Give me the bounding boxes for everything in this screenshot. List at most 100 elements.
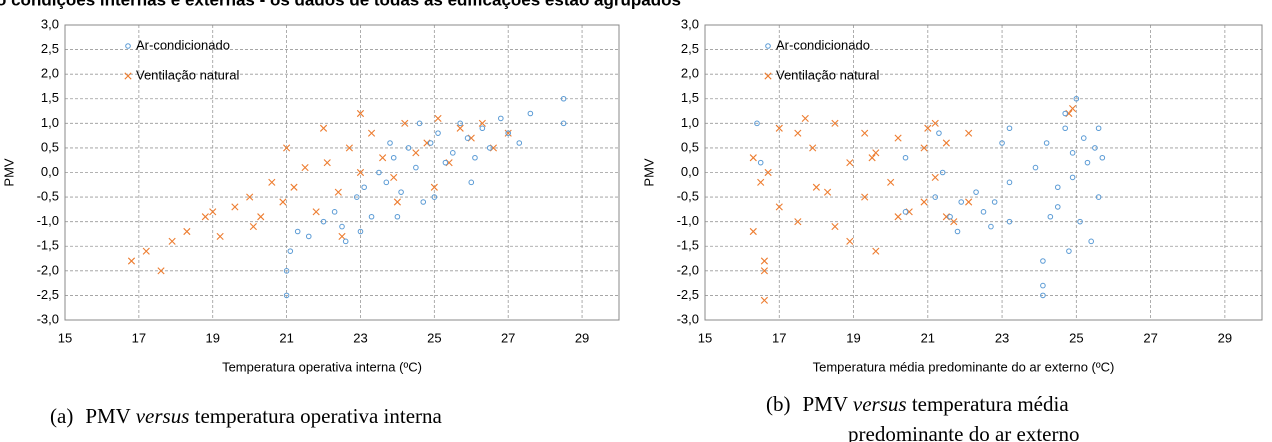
point <box>775 124 783 132</box>
point <box>1088 238 1094 245</box>
point <box>367 129 376 137</box>
point <box>999 140 1005 146</box>
point <box>353 194 360 200</box>
point <box>472 154 478 161</box>
point <box>812 183 820 191</box>
point <box>356 168 365 177</box>
point <box>387 140 393 146</box>
point <box>1095 125 1102 132</box>
legend-marker <box>125 43 131 49</box>
point <box>749 154 757 162</box>
y-axis-label: PMV <box>641 158 656 187</box>
legend-marker <box>764 72 772 80</box>
point <box>947 213 953 220</box>
x-tick-label: 21 <box>921 330 935 345</box>
point <box>846 159 854 167</box>
x-tick-label: 29 <box>575 330 589 345</box>
x-tick-label: 23 <box>353 330 367 345</box>
point <box>287 248 294 254</box>
point <box>516 140 523 146</box>
caption-text: versus <box>853 392 907 416</box>
point <box>468 179 475 186</box>
point <box>1054 204 1061 210</box>
y-tick-label: 3,0 <box>681 16 699 31</box>
point <box>924 124 932 132</box>
point <box>339 223 345 230</box>
point <box>319 124 328 132</box>
point <box>435 130 441 136</box>
point <box>872 149 880 157</box>
y-tick-label: 2,0 <box>41 66 59 81</box>
legend-marker <box>765 43 771 49</box>
point <box>412 149 420 157</box>
point <box>950 218 958 226</box>
y-tick-label: -2,0 <box>37 262 59 277</box>
point <box>323 159 331 167</box>
point <box>127 257 136 265</box>
point <box>357 228 364 235</box>
point <box>1092 145 1098 151</box>
point <box>301 163 309 172</box>
point <box>305 233 312 240</box>
point <box>431 194 438 200</box>
caption-text: PMV <box>85 404 130 428</box>
point <box>846 237 854 245</box>
point <box>401 119 409 127</box>
point <box>398 189 404 195</box>
point <box>920 144 928 152</box>
point <box>954 228 961 235</box>
point <box>379 154 387 162</box>
y-tick-label: 1,5 <box>41 90 59 105</box>
point <box>504 129 512 137</box>
point <box>809 144 817 152</box>
y-tick-label: 1,5 <box>681 90 699 105</box>
point <box>1040 258 1046 264</box>
point <box>157 267 165 275</box>
y-tick-label: 1,0 <box>41 115 59 130</box>
x-tick-label: 25 <box>1069 330 1083 345</box>
point <box>1047 213 1054 220</box>
point <box>478 119 486 127</box>
point <box>283 268 290 274</box>
point <box>283 144 291 152</box>
point <box>1006 125 1013 132</box>
caption: (b) PMV versus temperatura média <box>766 392 1069 416</box>
point <box>338 232 346 241</box>
point <box>931 119 939 127</box>
x-tick-label: 15 <box>58 330 72 345</box>
legend-label: Ventilação natural <box>776 67 879 82</box>
point <box>420 199 427 205</box>
point <box>939 169 946 176</box>
point <box>216 232 224 241</box>
x-tick-label: 19 <box>846 330 860 345</box>
x-tick-label: 23 <box>995 330 1009 345</box>
y-tick-label: -2,5 <box>677 287 699 302</box>
y-tick-label: -2,0 <box>677 262 699 277</box>
point <box>390 173 398 182</box>
point <box>1054 184 1061 191</box>
point <box>361 184 367 191</box>
point <box>249 222 257 231</box>
point <box>142 247 150 255</box>
caption-text: PMV <box>803 392 848 416</box>
x-tick-label: 15 <box>698 330 712 345</box>
point <box>394 213 401 220</box>
point <box>931 173 939 182</box>
point <box>416 120 423 127</box>
legend-label: Ar-condicionado <box>136 37 230 52</box>
point <box>413 164 419 171</box>
point <box>456 124 464 132</box>
point <box>1040 282 1046 289</box>
y-tick-label: 2,0 <box>681 66 699 81</box>
point <box>760 257 769 265</box>
y-tick-label: -0,5 <box>37 189 59 204</box>
point <box>479 125 486 132</box>
point <box>965 198 973 206</box>
point <box>894 213 902 221</box>
point <box>760 296 769 304</box>
point <box>887 178 895 186</box>
x-tick-label: 17 <box>132 330 146 345</box>
point <box>749 227 757 236</box>
legend-label: Ventilação natural <box>136 67 239 82</box>
